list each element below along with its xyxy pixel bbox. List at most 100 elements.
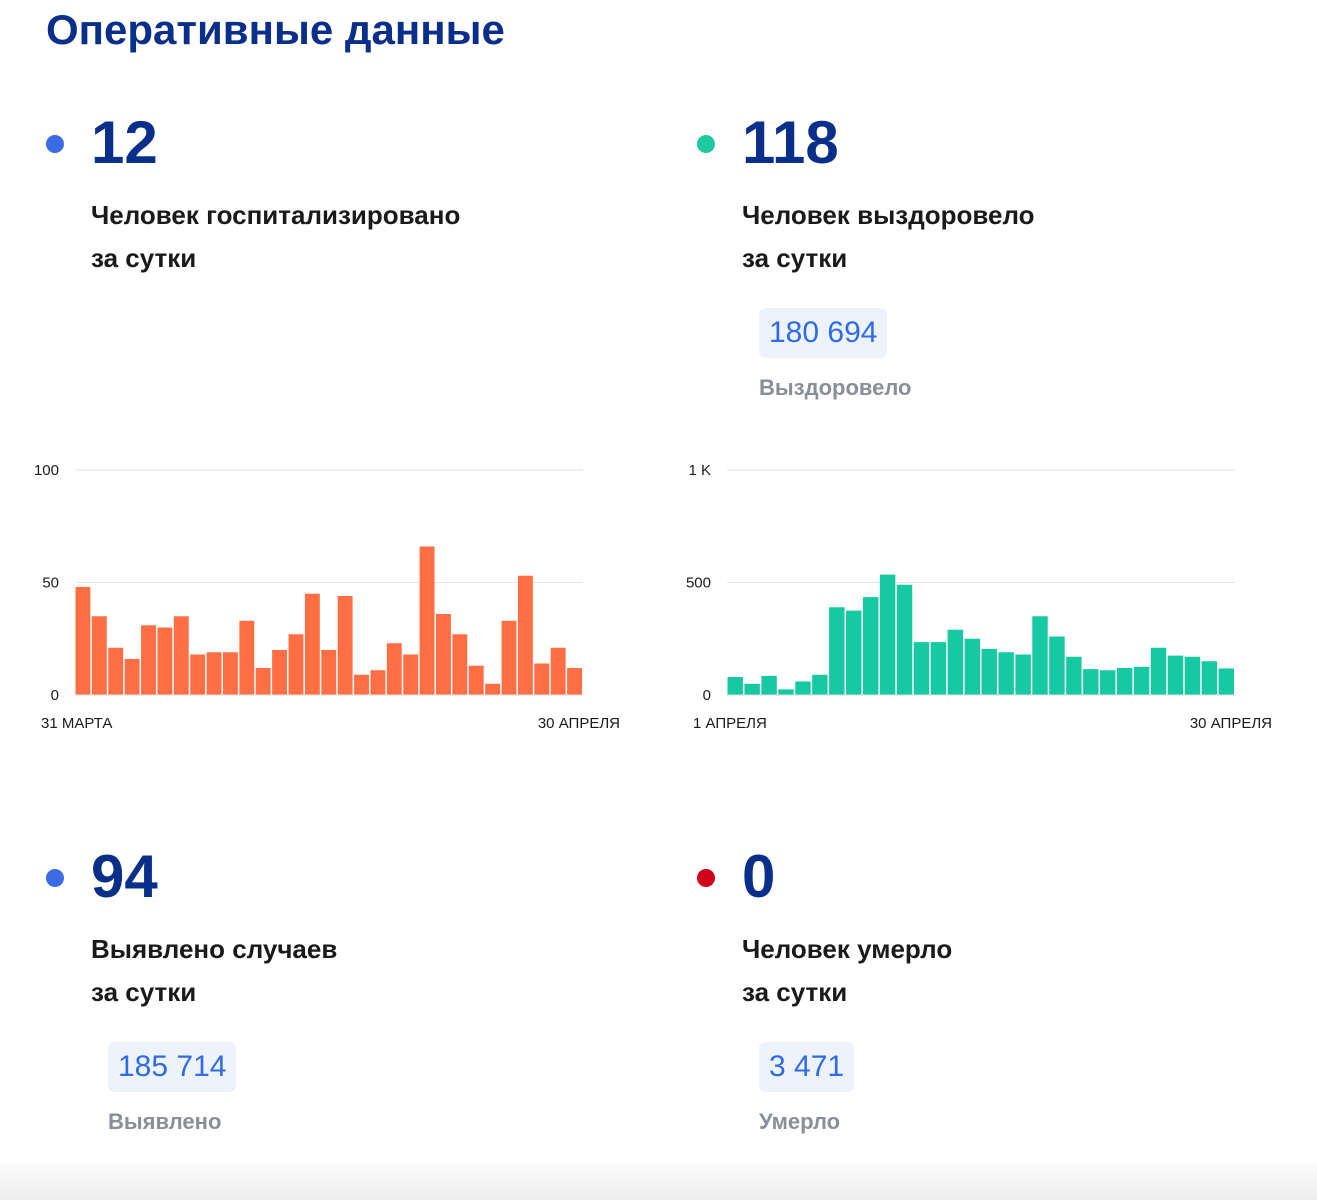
chart-bar xyxy=(288,634,304,695)
chart-bar xyxy=(517,575,533,695)
hospitalized-value: 12 xyxy=(91,109,158,176)
chart-bar xyxy=(1116,668,1133,695)
chart-bar xyxy=(173,616,189,695)
chart-bar xyxy=(386,643,402,695)
x-start-label: 1 АПРЕЛЯ xyxy=(693,715,767,732)
chart-bar xyxy=(812,674,828,695)
chart-bar xyxy=(337,596,353,695)
chart-bar xyxy=(727,677,743,695)
x-start-label: 31 МАРТА xyxy=(41,715,112,732)
recovered-desc-line1: Человек выздоровело xyxy=(742,200,1035,230)
chart-bar xyxy=(436,614,451,695)
chart-bar xyxy=(981,648,997,695)
chart-bar xyxy=(795,681,811,695)
deaths-value: 0 xyxy=(742,843,776,910)
chart-bar xyxy=(419,546,435,695)
chart-bar xyxy=(108,647,124,695)
deaths-total: 3 471 xyxy=(759,1042,855,1092)
recovered-value: 118 xyxy=(742,109,839,176)
chart-bar xyxy=(534,663,550,695)
chart-bar xyxy=(1218,668,1234,695)
chart-bar xyxy=(255,668,271,695)
chart-bar xyxy=(862,597,879,695)
status-dot-icon xyxy=(46,135,64,153)
y-tick-label: 1 K xyxy=(688,462,711,479)
cases-desc-line2: за сутки xyxy=(91,977,197,1007)
hospitalized-desc-line1: Человек госпитализировано xyxy=(91,200,461,230)
chart-bar xyxy=(947,629,964,695)
chart-bar xyxy=(1201,661,1218,695)
chart-bar xyxy=(272,650,288,695)
status-dot-icon xyxy=(697,135,715,153)
chart-bar xyxy=(222,652,238,695)
bottom-fade xyxy=(0,1163,1317,1200)
chart-bar xyxy=(124,659,140,695)
chart-bar xyxy=(1184,656,1201,695)
cases-total: 185 714 xyxy=(108,1042,237,1092)
hospitalized-desc-line2: за сутки xyxy=(91,243,197,273)
chart-bar xyxy=(1032,616,1048,695)
deaths-desc-line2: за сутки xyxy=(742,977,848,1007)
chart-bar xyxy=(370,670,386,695)
y-tick-label: 50 xyxy=(42,575,59,592)
deaths-description: Человек умерло за сутки xyxy=(742,928,952,1014)
chart-bar xyxy=(75,587,91,695)
deaths-desc-line1: Человек умерло xyxy=(742,934,953,964)
deaths-total-label: Умерло xyxy=(759,1109,841,1134)
chart-bar xyxy=(239,620,255,695)
chart-bar xyxy=(304,593,320,695)
chart-bar xyxy=(896,584,913,695)
chart-bar xyxy=(998,652,1014,695)
recovered-total: 180 694 xyxy=(759,308,888,358)
status-dot-icon xyxy=(46,869,64,887)
chart-bar xyxy=(91,616,107,695)
chart-bar xyxy=(206,652,222,695)
chart-bar xyxy=(468,665,484,695)
chart-bar xyxy=(1133,666,1150,695)
chart-bar xyxy=(452,634,468,695)
y-tick-label: 0 xyxy=(703,687,711,704)
recovered-total-label: Выздоровело xyxy=(759,375,912,400)
chart-bar xyxy=(744,683,760,695)
x-end-label: 30 АПРЕЛЯ xyxy=(1190,715,1272,732)
chart-bar xyxy=(964,638,980,695)
chart-bar xyxy=(550,647,566,695)
cases-description: Выявлено случаев за сутки xyxy=(91,928,337,1014)
cases-total-label: Выявлено xyxy=(108,1109,222,1134)
chart-bar xyxy=(1049,636,1065,695)
chart-bar xyxy=(403,654,419,695)
chart-bar xyxy=(354,674,369,695)
x-end-label: 30 АПРЕЛЯ xyxy=(538,715,620,732)
chart-bar xyxy=(879,574,896,695)
chart-bar xyxy=(1150,647,1167,695)
recovered-bar-chart: 0 500 1 K 1 АПРЕЛЯ 30 АПРЕЛЯ xyxy=(686,462,1272,732)
status-dot-icon xyxy=(697,869,715,887)
y-tick-label: 500 xyxy=(686,575,711,592)
hospitalized-bar-chart: 0 50 100 31 МАРТА 30 АПРЕЛЯ xyxy=(34,462,620,732)
chart-bar xyxy=(485,683,501,695)
chart-bar xyxy=(761,675,777,695)
chart-bar xyxy=(829,607,845,695)
chart-bar xyxy=(778,689,794,695)
chart-bar xyxy=(1100,670,1116,695)
y-tick-label: 0 xyxy=(51,687,59,704)
cases-desc-line1: Выявлено случаев xyxy=(91,934,338,964)
chart-bar xyxy=(321,650,337,695)
chart-bar xyxy=(1015,654,1031,695)
y-tick-label: 100 xyxy=(34,462,59,479)
chart-bar xyxy=(157,627,173,695)
chart-bar xyxy=(930,642,947,695)
chart-bar xyxy=(141,625,156,695)
page-title: Оперативные данные xyxy=(46,6,505,53)
chart-bar xyxy=(913,642,930,695)
hospitalized-description: Человек госпитализировано за сутки xyxy=(91,194,460,280)
chart-bar xyxy=(567,668,582,695)
chart-bar xyxy=(1167,655,1184,695)
chart-bar xyxy=(190,654,206,695)
recovered-description: Человек выздоровело за сутки xyxy=(742,194,1035,280)
chart-bar xyxy=(846,610,862,695)
chart-bar xyxy=(1083,669,1099,695)
cases-value: 94 xyxy=(91,843,158,910)
chart-bar xyxy=(1066,656,1082,695)
chart-bar xyxy=(501,620,517,695)
